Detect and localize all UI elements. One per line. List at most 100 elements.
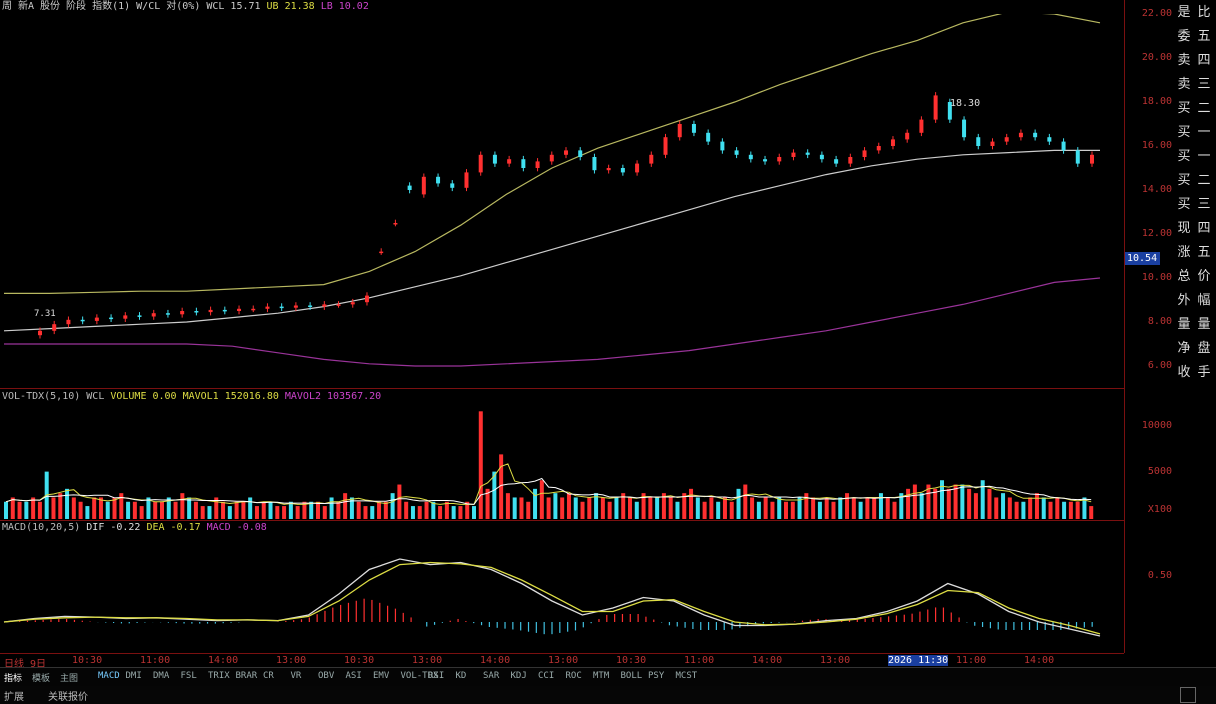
candle-body xyxy=(151,313,156,317)
indicator-tab[interactable]: KD xyxy=(455,671,467,681)
candle-body xyxy=(436,176,441,184)
volume-bar xyxy=(614,497,619,519)
time-tick: 11:00 xyxy=(684,655,715,666)
volume-bar xyxy=(505,493,510,519)
volume-bar xyxy=(763,497,768,519)
volume-bar xyxy=(377,501,382,519)
quote-label: 买 xyxy=(1177,149,1191,164)
legend-item: VOL-TDX(5,10) xyxy=(2,391,81,402)
volume-bar xyxy=(485,488,490,519)
candle-body xyxy=(109,317,114,320)
volume-bar xyxy=(132,501,137,519)
volume-bar xyxy=(878,493,883,519)
price-tick: 8.00 xyxy=(1147,316,1172,327)
candle-body xyxy=(834,159,839,164)
price-tick: 12.00 xyxy=(1141,228,1172,239)
volume-bar xyxy=(587,497,592,519)
mavol2-line xyxy=(5,477,1092,505)
settings-icon[interactable] xyxy=(1180,687,1196,703)
volume-bar xyxy=(709,497,714,519)
volume-bar xyxy=(119,493,124,519)
volume-bar xyxy=(316,501,320,519)
quote-label: 二 xyxy=(1197,101,1211,116)
candle-body xyxy=(777,157,782,162)
candle-body xyxy=(549,154,554,162)
volume-chart[interactable] xyxy=(0,404,1124,519)
volume-bar xyxy=(682,493,687,519)
indicator-tab[interactable]: CCI xyxy=(538,671,555,681)
candle-body xyxy=(635,163,640,173)
volume-bar xyxy=(512,497,517,519)
volume-bar xyxy=(343,493,348,519)
volume-bar xyxy=(458,506,463,519)
candle-body xyxy=(606,168,611,171)
legend-item: 103567.20 xyxy=(327,391,382,402)
indicator-tab[interactable]: PSY xyxy=(648,671,665,681)
quote-label: 幅 xyxy=(1197,293,1211,308)
indicator-tab[interactable]: ASI xyxy=(345,671,362,681)
volume-bar xyxy=(180,493,185,519)
candle-body xyxy=(66,319,71,325)
indicator-tab[interactable]: DMA xyxy=(153,671,170,681)
indicator-tab[interactable]: MTM xyxy=(593,671,610,681)
candle-body xyxy=(251,308,256,311)
volume-bar xyxy=(621,493,626,519)
volume-bar xyxy=(580,501,585,519)
indicator-tab[interactable]: DMI xyxy=(125,671,142,681)
indicator-tab[interactable]: KDJ xyxy=(510,671,527,681)
tab-0[interactable]: 指标 xyxy=(4,674,23,684)
time-tick: 11:00 xyxy=(956,655,987,666)
quote-label: 一 xyxy=(1197,125,1211,140)
volume-bar xyxy=(4,501,8,519)
volume-bar xyxy=(851,497,856,519)
dif-line xyxy=(3,558,1101,637)
volume-bar xyxy=(560,497,565,519)
indicator-tab[interactable]: EMV xyxy=(373,671,390,681)
indicator-tab[interactable]: OBV xyxy=(318,671,335,681)
volume-bar xyxy=(824,497,829,519)
macd-chart[interactable] xyxy=(0,535,1124,653)
indicator-tab[interactable]: BOLL xyxy=(620,671,643,681)
indicator-tab[interactable]: VR xyxy=(290,671,302,681)
indicator-tab[interactable]: ROC xyxy=(565,671,582,681)
legend-item: 0.00 xyxy=(152,391,177,402)
volume-bar xyxy=(187,497,192,519)
legend-item: VOLUME xyxy=(110,391,147,402)
candle-body xyxy=(336,304,341,306)
indicator-tab[interactable]: TRIX xyxy=(208,671,230,681)
volume-bar xyxy=(268,501,273,519)
candle-body xyxy=(180,311,185,315)
expand-button[interactable]: 扩展 xyxy=(4,692,24,703)
tab-1[interactable]: 模板 xyxy=(32,674,51,684)
legend-item: DEA xyxy=(146,522,165,533)
indicator-tab[interactable]: CR xyxy=(263,671,274,681)
legend-item: UB xyxy=(266,1,279,12)
indicator-tab[interactable]: SAR xyxy=(483,671,500,681)
indicator-tab[interactable]: BRAR xyxy=(235,671,258,681)
legend-item: -0.08 xyxy=(236,522,267,533)
volume-bar xyxy=(105,501,110,519)
volume-bar xyxy=(960,484,965,519)
indicator-tab[interactable]: RSI xyxy=(428,671,445,681)
candle-body xyxy=(976,137,981,146)
volume-bar xyxy=(790,501,795,519)
tab-2[interactable]: 主图 xyxy=(60,674,79,684)
quote-label: 盘 xyxy=(1197,341,1211,356)
price-tick: 6.00 xyxy=(1147,360,1172,371)
volume-bar xyxy=(438,506,443,519)
related-quotes-button[interactable]: 关联报价 xyxy=(48,692,88,703)
quote-label: 买 xyxy=(1177,173,1191,188)
time-tick: 14:00 xyxy=(752,655,783,666)
volume-bar xyxy=(17,501,22,519)
quote-label: 量 xyxy=(1197,317,1211,332)
price-chart[interactable] xyxy=(0,14,1124,402)
candle-body xyxy=(620,168,625,173)
quote-label: 五 xyxy=(1197,245,1211,260)
indicator-tab[interactable]: FSL xyxy=(180,671,197,681)
indicator-tab[interactable]: MACD xyxy=(98,671,120,681)
volume-bar xyxy=(1055,497,1060,519)
candle-body xyxy=(819,154,824,160)
low-label: 7.31 xyxy=(34,309,56,319)
indicator-tab[interactable]: MCST xyxy=(675,671,698,681)
indicator-tab[interactable]: VOL-TDX xyxy=(400,671,439,681)
